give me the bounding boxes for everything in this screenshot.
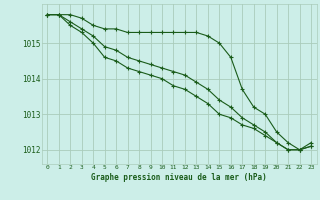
X-axis label: Graphe pression niveau de la mer (hPa): Graphe pression niveau de la mer (hPa) <box>91 173 267 182</box>
